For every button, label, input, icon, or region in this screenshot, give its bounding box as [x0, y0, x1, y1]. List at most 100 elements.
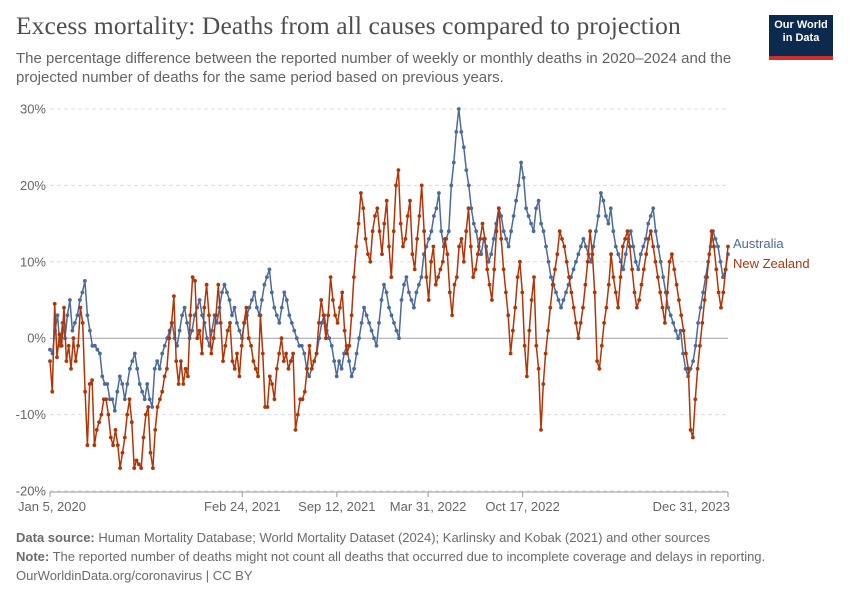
data-point[interactable] [372, 336, 376, 341]
data-point[interactable] [487, 282, 492, 287]
data-point[interactable] [504, 290, 508, 295]
data-point[interactable] [473, 267, 478, 272]
data-point[interactable] [683, 366, 688, 371]
data-point[interactable] [118, 466, 122, 470]
data-point[interactable] [716, 290, 721, 295]
data-point[interactable] [209, 351, 214, 356]
data-point[interactable] [380, 252, 384, 257]
data-point[interactable] [454, 130, 459, 134]
data-point[interactable] [696, 321, 700, 325]
data-point[interactable] [698, 343, 702, 348]
data-point[interactable] [674, 282, 679, 287]
data-point[interactable] [679, 313, 684, 318]
data-point[interactable] [506, 244, 511, 249]
data-point[interactable] [48, 359, 52, 363]
data-point[interactable] [250, 298, 254, 302]
data-point[interactable] [417, 282, 421, 287]
data-point[interactable] [701, 290, 705, 295]
data-point[interactable] [284, 351, 288, 356]
data-point[interactable] [567, 275, 571, 279]
series-line[interactable] [49, 169, 729, 469]
data-point[interactable] [392, 321, 396, 325]
data-point[interactable] [384, 198, 389, 203]
series-australia[interactable] [48, 107, 730, 413]
data-point[interactable] [135, 366, 140, 371]
data-point[interactable] [440, 259, 445, 264]
data-point[interactable] [227, 298, 232, 302]
data-point[interactable] [705, 275, 709, 279]
data-point[interactable] [146, 405, 151, 409]
data-point[interactable] [242, 321, 246, 325]
data-point[interactable] [222, 282, 227, 287]
data-point[interactable] [494, 229, 499, 234]
data-point[interactable] [235, 351, 239, 356]
data-point[interactable] [639, 282, 644, 287]
data-point[interactable] [667, 259, 672, 264]
data-point[interactable] [177, 328, 182, 333]
data-point[interactable] [274, 313, 279, 318]
data-point[interactable] [115, 389, 120, 394]
data-point[interactable] [349, 313, 354, 318]
data-point[interactable] [324, 336, 328, 341]
data-point[interactable] [142, 397, 147, 402]
data-point[interactable] [267, 267, 272, 272]
data-point[interactable] [451, 160, 456, 165]
data-point[interactable] [186, 374, 190, 379]
data-point[interactable] [658, 290, 663, 295]
data-point[interactable] [712, 244, 716, 249]
data-point[interactable] [618, 275, 623, 279]
data-point[interactable] [120, 382, 125, 386]
data-point[interactable] [287, 313, 292, 318]
data-point[interactable] [513, 305, 518, 310]
data-point[interactable] [210, 328, 214, 333]
data-point[interactable] [279, 336, 284, 341]
data-point[interactable] [251, 359, 256, 363]
data-point[interactable] [374, 343, 379, 348]
data-point[interactable] [359, 321, 364, 325]
data-point[interactable] [541, 229, 546, 234]
data-point[interactable] [403, 237, 408, 241]
data-point[interactable] [317, 321, 321, 325]
data-point[interactable] [562, 244, 567, 249]
data-point[interactable] [112, 408, 117, 413]
data-point[interactable] [193, 279, 197, 283]
data-point[interactable] [638, 252, 643, 257]
data-point[interactable] [466, 206, 471, 211]
data-point[interactable] [459, 237, 464, 241]
data-point[interactable] [172, 294, 176, 299]
data-point[interactable] [410, 252, 415, 257]
data-point[interactable] [666, 305, 671, 310]
data-point[interactable] [105, 382, 110, 386]
data-point[interactable] [546, 259, 551, 264]
data-point[interactable] [464, 229, 469, 234]
data-point[interactable] [176, 382, 181, 386]
data-point[interactable] [99, 412, 104, 417]
data-point[interactable] [292, 328, 297, 333]
data-point[interactable] [471, 221, 476, 226]
data-point[interactable] [122, 397, 127, 402]
data-point[interactable] [62, 305, 66, 310]
data-point[interactable] [262, 282, 267, 287]
data-point[interactable] [255, 305, 259, 310]
data-point[interactable] [681, 351, 685, 356]
data-point[interactable] [284, 298, 289, 302]
data-point[interactable] [521, 175, 526, 180]
data-point[interactable] [461, 145, 466, 150]
data-point[interactable] [429, 229, 434, 234]
data-point[interactable] [721, 275, 725, 279]
data-point[interactable] [152, 366, 157, 371]
data-point[interactable] [514, 198, 518, 203]
data-point[interactable] [646, 221, 651, 226]
data-point[interactable] [129, 420, 134, 425]
data-point[interactable] [405, 214, 410, 218]
data-point[interactable] [691, 435, 695, 440]
data-point[interactable] [364, 313, 369, 318]
data-point[interactable] [179, 359, 183, 363]
data-point[interactable] [548, 305, 553, 310]
data-point[interactable] [357, 336, 361, 341]
data-point[interactable] [433, 282, 438, 287]
data-point[interactable] [454, 275, 459, 279]
data-point[interactable] [253, 366, 258, 371]
data-point[interactable] [550, 282, 555, 287]
data-point[interactable] [452, 282, 457, 287]
